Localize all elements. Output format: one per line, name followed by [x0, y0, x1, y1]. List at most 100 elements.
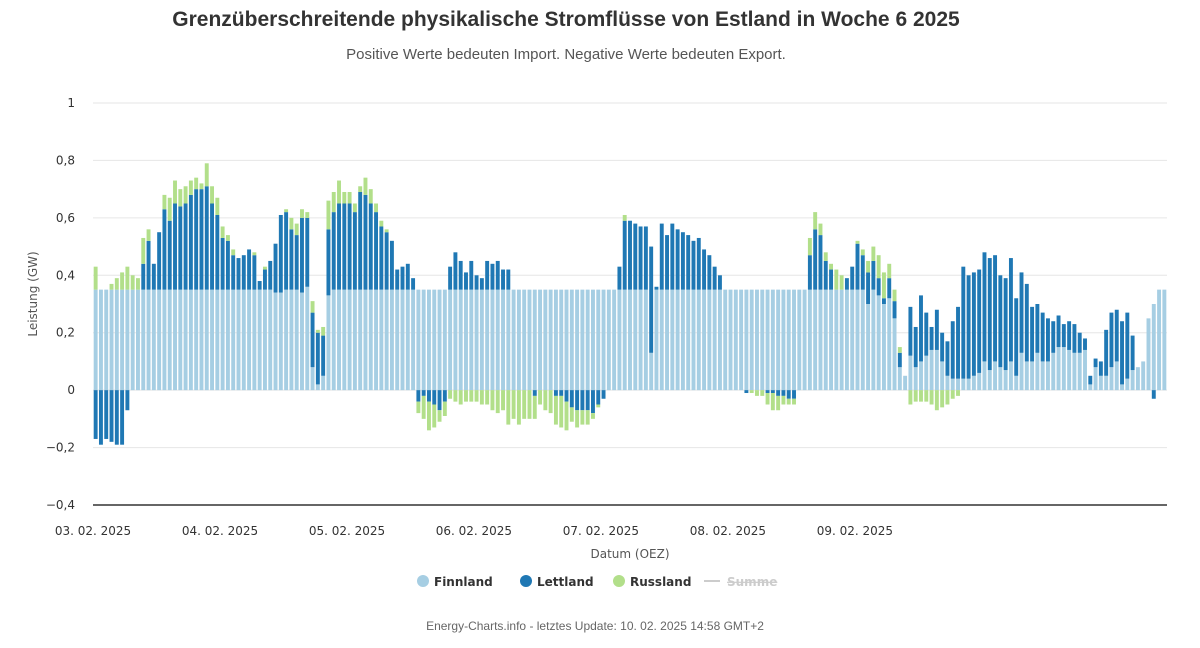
bar-finnland[interactable]: [347, 289, 352, 391]
bar-finnland[interactable]: [585, 289, 590, 391]
bar-finnland[interactable]: [151, 289, 156, 391]
bar-russland[interactable]: [945, 390, 950, 405]
bar-russland[interactable]: [331, 192, 336, 213]
legend-item-russland[interactable]: Russland: [613, 575, 691, 589]
bar-lettland[interactable]: [120, 390, 125, 445]
bar-russland[interactable]: [321, 326, 326, 336]
bar-russland[interactable]: [781, 395, 786, 405]
bar-finnland[interactable]: [273, 292, 278, 391]
bar-finnland[interactable]: [474, 289, 479, 391]
bar-russland[interactable]: [485, 390, 490, 405]
bar-finnland[interactable]: [945, 375, 950, 391]
bar-finnland[interactable]: [1040, 361, 1045, 391]
bar-lettland[interactable]: [501, 269, 505, 290]
bar-lettland[interactable]: [702, 249, 707, 290]
bar-finnland[interactable]: [844, 289, 849, 391]
bar-russland[interactable]: [807, 237, 812, 256]
bar-finnland[interactable]: [548, 289, 553, 391]
bar-lettland[interactable]: [125, 390, 130, 411]
bar-lettland[interactable]: [897, 352, 902, 368]
bar-finnland[interactable]: [162, 289, 167, 391]
bar-lettland[interactable]: [829, 269, 834, 290]
bar-finnland[interactable]: [352, 289, 357, 391]
bar-finnland[interactable]: [527, 289, 532, 391]
bar-russland[interactable]: [770, 393, 775, 411]
bar-lettland[interactable]: [982, 252, 987, 362]
bar-lettland[interactable]: [268, 260, 273, 290]
bar-finnland[interactable]: [591, 289, 595, 391]
bar-russland[interactable]: [464, 390, 468, 402]
bar-finnland[interactable]: [1104, 375, 1109, 391]
bar-finnland[interactable]: [511, 289, 516, 391]
bar-russland[interactable]: [881, 272, 886, 299]
bar-finnland[interactable]: [300, 292, 304, 391]
bar-finnland[interactable]: [220, 289, 225, 391]
bar-finnland[interactable]: [136, 289, 140, 391]
bar-finnland[interactable]: [458, 289, 463, 391]
bar-lettland[interactable]: [892, 301, 897, 319]
bar-lettland[interactable]: [300, 217, 304, 293]
bar-finnland[interactable]: [892, 318, 897, 391]
bar-finnland[interactable]: [1146, 318, 1151, 391]
legend[interactable]: Finnland Lettland Russland Summe: [417, 575, 777, 589]
bar-lettland[interactable]: [770, 390, 775, 394]
bar-lettland[interactable]: [680, 232, 685, 290]
bar-russland[interactable]: [871, 246, 876, 261]
bar-finnland[interactable]: [612, 289, 617, 391]
bar-finnland[interactable]: [829, 289, 834, 391]
bar-lettland[interactable]: [1046, 318, 1050, 362]
bar-russland[interactable]: [755, 390, 759, 396]
bar-russland[interactable]: [379, 220, 384, 227]
bar-lettland[interactable]: [157, 232, 162, 290]
bar-lettland[interactable]: [844, 278, 849, 290]
bar-lettland[interactable]: [1030, 306, 1035, 362]
bar-finnland[interactable]: [204, 289, 209, 391]
bar-finnland[interactable]: [765, 289, 770, 391]
bar-lettland[interactable]: [453, 252, 458, 290]
bar-russland[interactable]: [146, 229, 151, 241]
bar-russland[interactable]: [776, 395, 781, 411]
bar-finnland[interactable]: [717, 289, 722, 391]
bar-lettland[interactable]: [691, 240, 696, 290]
bar-lettland[interactable]: [781, 390, 786, 396]
bar-finnland[interactable]: [194, 289, 199, 391]
credits-text[interactable]: Energy-Charts.info - letztes Update: 10.…: [426, 619, 764, 633]
bar-finnland[interactable]: [532, 289, 537, 391]
bar-lettland[interactable]: [490, 263, 495, 290]
bar-lettland[interactable]: [326, 229, 331, 296]
bar-lettland[interactable]: [368, 203, 373, 290]
bar-lettland[interactable]: [987, 258, 992, 371]
bar-russland[interactable]: [575, 410, 580, 428]
bar-finnland[interactable]: [98, 289, 103, 391]
bar-finnland[interactable]: [733, 289, 738, 391]
bar-finnland[interactable]: [628, 289, 632, 391]
bar-lettland[interactable]: [1003, 278, 1008, 371]
bar-russland[interactable]: [210, 186, 214, 204]
bar-lettland[interactable]: [506, 269, 511, 290]
bar-russland[interactable]: [289, 217, 294, 230]
bar-lettland[interactable]: [342, 203, 347, 290]
bar-finnland[interactable]: [93, 289, 98, 391]
bar-lettland[interactable]: [929, 326, 934, 350]
bar-finnland[interactable]: [188, 289, 193, 391]
bar-finnland[interactable]: [977, 372, 982, 391]
bar-russland[interactable]: [284, 209, 289, 213]
bar-lettland[interactable]: [389, 240, 394, 290]
bar-russland[interactable]: [585, 410, 590, 425]
bar-lettland[interactable]: [331, 212, 336, 290]
bar-lettland[interactable]: [432, 390, 437, 405]
bar-lettland[interactable]: [315, 332, 320, 385]
bar-finnland[interactable]: [913, 367, 918, 391]
bar-finnland[interactable]: [442, 289, 447, 391]
bar-lettland[interactable]: [400, 266, 405, 290]
bar-russland[interactable]: [501, 390, 505, 411]
bar-lettland[interactable]: [1114, 309, 1119, 362]
bar-finnland[interactable]: [596, 289, 601, 391]
bar-finnland[interactable]: [1019, 352, 1024, 391]
bar-lettland[interactable]: [442, 390, 447, 402]
bar-finnland[interactable]: [210, 289, 214, 391]
bar-russland[interactable]: [913, 390, 918, 402]
bar-finnland[interactable]: [495, 289, 500, 391]
bar-lettland[interactable]: [1109, 312, 1114, 368]
bar-finnland[interactable]: [310, 367, 315, 391]
